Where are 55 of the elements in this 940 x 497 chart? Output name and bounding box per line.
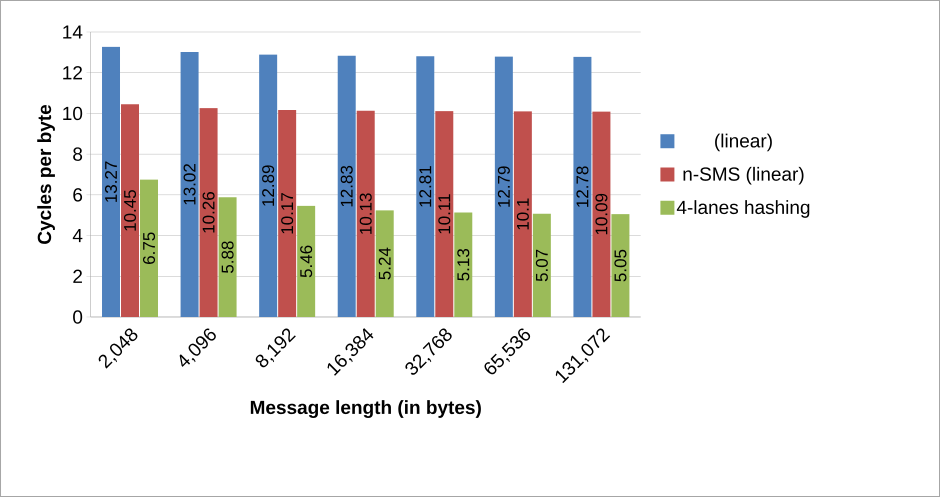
data-label: 5.88	[222, 241, 234, 274]
legend-label: n-SMS (linear)	[684, 166, 804, 185]
legend-label: (linear)	[715, 134, 772, 152]
data-label: 13.27	[104, 162, 118, 202]
y-tick-label: 14	[63, 25, 82, 39]
bar	[218, 197, 237, 317]
bar	[140, 180, 158, 317]
bar	[532, 214, 551, 317]
x-axis-title: Message length (in bytes)	[250, 400, 481, 418]
data-label: 5.05	[614, 250, 626, 282]
data-label: 12.79	[498, 166, 510, 207]
bar	[200, 108, 218, 317]
y-axis-title: Cycles per byte	[37, 104, 55, 244]
data-label: 5.13	[457, 248, 470, 281]
data-label: 5.07	[536, 250, 548, 282]
data-label: 10.26	[202, 192, 215, 233]
y-tick-label: 0	[73, 310, 82, 324]
bar	[376, 210, 394, 317]
y-tick-label: 10	[63, 106, 82, 120]
data-label: 12.83	[340, 166, 353, 206]
data-label: 10.13	[360, 193, 372, 234]
data-label: 12.89	[262, 165, 274, 206]
bar	[297, 206, 316, 317]
bar	[259, 54, 278, 317]
y-tick-label: 8	[73, 147, 82, 161]
bar	[435, 111, 454, 317]
bar	[102, 46, 120, 317]
data-label: 10.1	[516, 198, 529, 230]
data-label: 12.78	[576, 166, 588, 207]
bar	[416, 56, 434, 317]
bar	[356, 110, 375, 317]
data-label: 10.09	[595, 194, 608, 234]
data-label: 10.11	[438, 194, 450, 234]
bar	[514, 111, 532, 317]
bar	[278, 110, 296, 317]
y-tick-label: 6	[73, 188, 82, 202]
bar	[494, 56, 513, 317]
bar	[592, 112, 610, 317]
data-label: 5.24	[378, 248, 391, 280]
bar	[180, 52, 199, 317]
bar	[121, 104, 140, 317]
data-label: 6.75	[142, 232, 156, 264]
data-label: 10.45	[124, 190, 136, 231]
data-label: 5.46	[300, 246, 312, 278]
data-label: 12.81	[419, 166, 432, 207]
bar	[454, 212, 472, 317]
y-tick-label: 4	[72, 229, 82, 242]
data-label: 10.17	[281, 193, 294, 234]
y-tick-label: 2	[73, 270, 82, 283]
bar	[611, 214, 630, 317]
legend-label: 4-lanes hashing	[676, 200, 810, 218]
bar	[338, 56, 356, 317]
y-tick-label: 12	[63, 66, 82, 80]
data-label: 13.02	[184, 164, 196, 204]
bar	[573, 56, 592, 317]
